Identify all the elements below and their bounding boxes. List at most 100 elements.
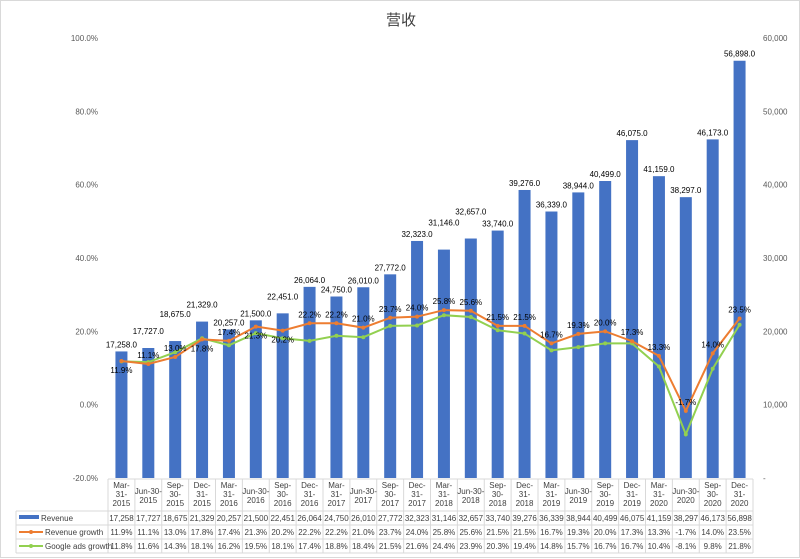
table-cell: 16.2% — [218, 542, 241, 551]
table-cell: 33,740 — [485, 514, 510, 523]
revenue-data-label: 41,159.0 — [643, 165, 675, 174]
table-cell: -1.7% — [675, 528, 696, 537]
table-cell: 17.4% — [218, 528, 241, 537]
revenue-growth-marker — [388, 315, 393, 320]
right-axis-tick: 10,000 — [763, 401, 788, 410]
revenue-growth-marker — [253, 324, 258, 329]
revenue-growth-marker — [683, 408, 688, 413]
table-cell: 16.7% — [540, 528, 563, 537]
table-cell: 22.2% — [298, 528, 321, 537]
table-cell: 11.9% — [110, 528, 132, 537]
revenue-bar — [411, 240, 424, 478]
growth-data-label: 23.7% — [379, 305, 402, 314]
google-ads-growth-marker — [307, 338, 312, 343]
revenue-bar — [491, 230, 504, 478]
revenue-growth-marker — [173, 355, 178, 359]
table-cell: 19.4% — [513, 542, 536, 551]
revenue-data-label: 32,657.0 — [455, 208, 487, 217]
revenue-bar — [196, 321, 209, 478]
table-cell: 11.1% — [137, 528, 159, 537]
table-cell: 32,323 — [405, 514, 430, 523]
revenue-growth-marker — [737, 316, 742, 321]
google-ads-growth-marker — [253, 331, 258, 336]
growth-data-label: 22.2% — [325, 310, 348, 319]
google-ads-growth-marker — [468, 315, 473, 320]
table-cell: 21.8% — [728, 542, 751, 551]
table-cell: 17.4% — [298, 542, 321, 551]
revenue-bar — [330, 296, 343, 478]
google-ads-growth-marker — [280, 336, 285, 341]
growth-data-label: 25.6% — [459, 298, 482, 307]
category-label: Jun-30-2020 — [672, 487, 699, 505]
table-cell: 17.8% — [191, 528, 214, 537]
table-cell: 56,898 — [727, 514, 752, 523]
growth-data-label: 20.2% — [271, 336, 294, 345]
revenue-data-label: 18,675.0 — [160, 310, 192, 319]
revenue-data-label: 22,451.0 — [267, 292, 299, 301]
table-cell: 18.8% — [325, 542, 348, 551]
table-cell: 13.0% — [164, 528, 187, 537]
revenue-growth-line — [121, 309, 741, 414]
google-ads-growth-marker — [388, 323, 393, 328]
right-axis-tick: 40,000 — [763, 181, 788, 190]
revenue-growth-marker — [441, 308, 446, 313]
google-ads-growth-marker — [361, 335, 366, 340]
growth-data-label: 25.8% — [433, 297, 456, 306]
category-label: Sep-30-2015 — [166, 481, 184, 508]
revenue-data-label: 40,499.0 — [590, 170, 622, 179]
table-cell: 9.8% — [704, 542, 722, 551]
category-label: Mar-31-2019 — [543, 481, 561, 508]
left-axis-tick: 60.0% — [75, 181, 98, 190]
revenue-growth-marker — [334, 321, 339, 326]
table-cell: 20,257 — [217, 514, 242, 523]
google-ads-growth-marker — [441, 313, 446, 318]
category-label: Mar-31-2017 — [328, 481, 346, 508]
revenue-growth-marker — [200, 337, 205, 342]
revenue-data-label: 36,339.0 — [536, 201, 568, 210]
growth-data-label: 17.3% — [621, 328, 644, 337]
table-cell: 21.5% — [379, 542, 402, 551]
table-cell: 19.5% — [244, 542, 267, 551]
table-cell: 26,064 — [297, 514, 322, 523]
category-label: Mar-31-2016 — [220, 481, 238, 508]
category-label: Sep-30-2016 — [274, 481, 292, 508]
revenue-data-label: 26,010.0 — [348, 276, 380, 285]
table-cell: 20.2% — [271, 528, 294, 537]
table-cell: 21.3% — [244, 528, 267, 537]
table-cell: 36,339 — [539, 514, 564, 523]
revenue-growth-marker — [603, 329, 608, 334]
table-cell: 40,499 — [593, 514, 618, 523]
left-axis-tick: -20.0% — [73, 474, 98, 483]
revenue-data-label: 38,297.0 — [670, 186, 702, 195]
revenue-growth-marker — [226, 338, 231, 343]
revenue-data-label: 33,740.0 — [482, 220, 514, 229]
revenue-growth-marker — [710, 351, 715, 356]
table-cell: 31,146 — [432, 514, 457, 523]
growth-data-label: 21.5% — [513, 313, 536, 322]
legend-label: Revenue growth — [45, 528, 103, 537]
category-label: Sep-30-2017 — [381, 481, 399, 508]
revenue-growth-marker — [119, 359, 124, 364]
category-label: Mar-31-2020 — [650, 481, 668, 508]
growth-data-label: 22.2% — [298, 310, 321, 319]
category-label: Mar-31-2015 — [113, 481, 131, 508]
category-label: Dec-31-2019 — [623, 481, 641, 508]
left-axis-tick: 0.0% — [80, 401, 98, 410]
right-axis-tick: - — [763, 474, 766, 483]
category-label: Mar-31-2018 — [435, 481, 453, 508]
table-cell: 18,675 — [163, 514, 188, 523]
google-ads-growth-marker — [549, 348, 554, 353]
table-cell: 21.5% — [513, 528, 536, 537]
table-cell: 21.5% — [486, 528, 509, 537]
table-cell: 21,329 — [190, 514, 215, 523]
revenue-growth-marker — [656, 353, 661, 358]
table-cell: 27,772 — [378, 514, 403, 523]
category-label: Jun-30-2019 — [565, 487, 592, 505]
table-cell: 20.3% — [486, 542, 509, 551]
revenue-bar — [733, 60, 746, 479]
revenue-bar — [437, 249, 450, 478]
growth-data-label: 23.5% — [728, 306, 751, 315]
category-label: Dec-31-2017 — [408, 481, 426, 508]
